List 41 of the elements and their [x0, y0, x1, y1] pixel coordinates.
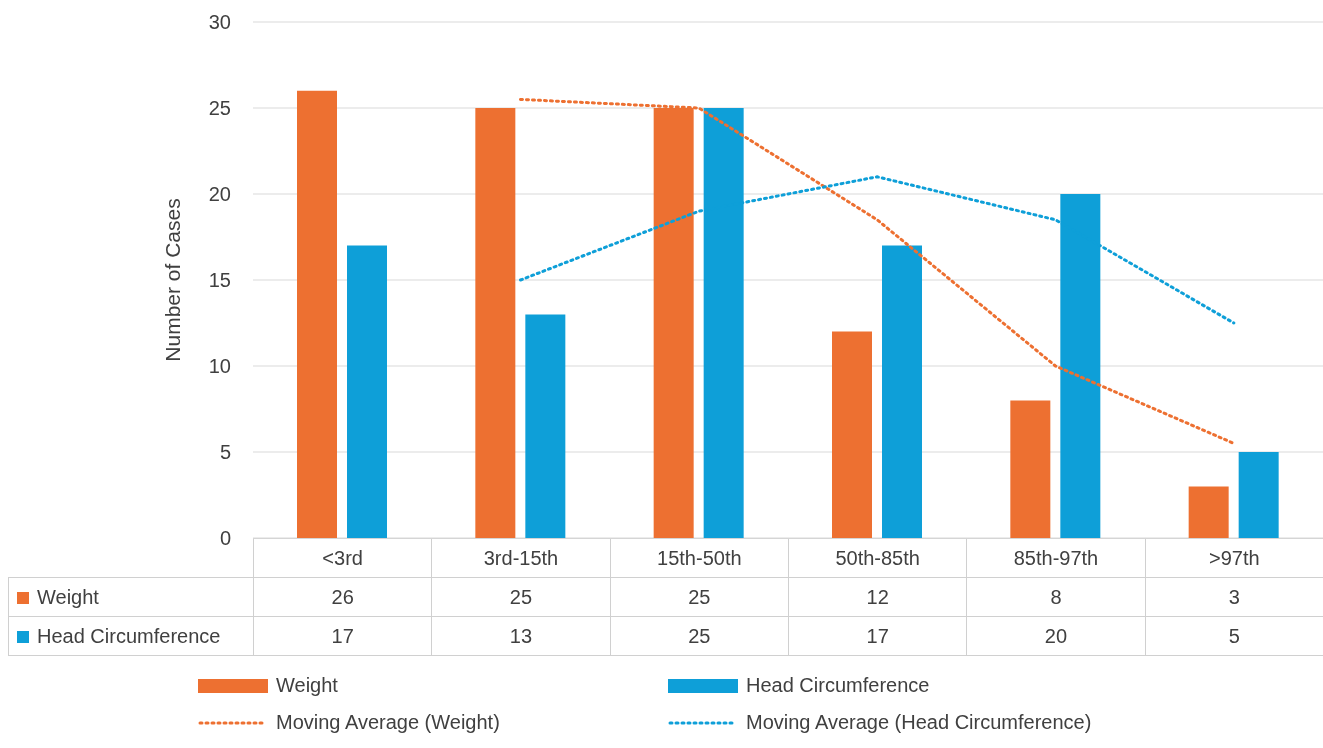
x-tick-label: 85th-97th [966, 538, 1146, 578]
legend-label: Head Circumference [746, 674, 930, 697]
data-label: 25 [610, 577, 789, 617]
x-tick-label: <3rd [253, 538, 432, 578]
x-tick-label: 3rd-15th [431, 538, 611, 578]
y-tick-label: 30 [208, 11, 231, 34]
y-axis-title: Number of Cases [161, 198, 185, 362]
y-tick-label: 5 [219, 441, 231, 464]
y-tick-label: 0 [219, 527, 231, 550]
x-tick-label: 50th-85th [788, 538, 967, 578]
bar [882, 245, 922, 538]
bar [832, 331, 872, 538]
bar [1010, 400, 1051, 538]
bar [1188, 486, 1229, 538]
x-tick-label: 15th-50th [610, 538, 789, 578]
data-label: 25 [431, 577, 611, 617]
data-label: 25 [610, 616, 789, 656]
data-label: 26 [253, 577, 432, 617]
y-tick-label: 15 [208, 269, 231, 292]
text: Weight [37, 585, 99, 608]
data-label: 20 [966, 616, 1146, 656]
text: Head Circumference [37, 624, 221, 647]
data-label: 8 [966, 577, 1146, 617]
data-label: 13 [431, 616, 611, 656]
data-label: 17 [788, 616, 967, 656]
y-tick-label: 25 [208, 97, 231, 120]
legend-label: Moving Average (Weight) [276, 711, 500, 734]
data-label: 5 [1145, 616, 1323, 656]
x-tick-label: >97th [1145, 538, 1323, 578]
bar [1238, 452, 1279, 538]
y-tick-label: 10 [208, 355, 231, 378]
bar [347, 245, 387, 538]
data-label: 17 [253, 616, 432, 656]
legend-label: Weight [276, 674, 338, 697]
data-label: 3 [1145, 577, 1323, 617]
legend-label: Moving Average (Head Circumference) [746, 711, 1092, 734]
bar [297, 90, 337, 538]
bar [475, 108, 516, 538]
data-label: 12 [788, 577, 967, 617]
y-tick-label: 20 [208, 183, 231, 206]
bar [525, 314, 566, 538]
